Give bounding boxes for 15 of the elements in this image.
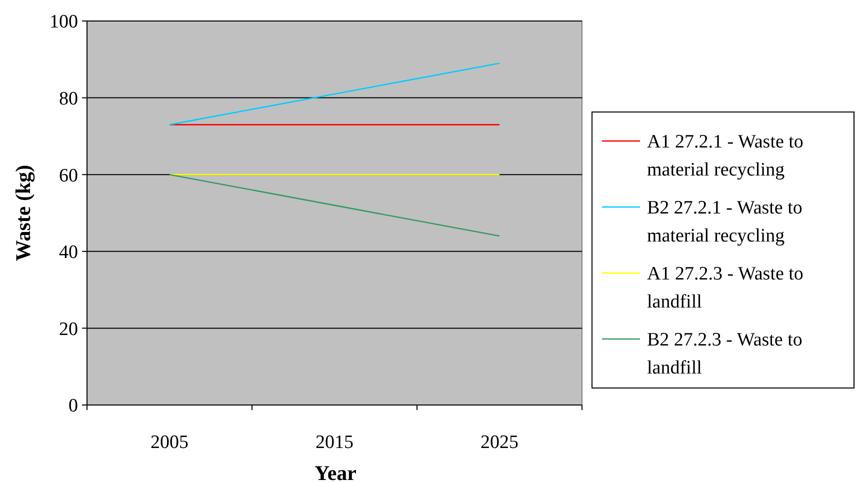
x-tick-label: 2005 — [150, 432, 188, 453]
y-tick-label: 80 — [59, 88, 78, 110]
y-tick-label: 60 — [59, 165, 78, 186]
y-tick-label: 40 — [59, 242, 78, 264]
legend-label: B2 27.2.1 - Waste to material recycling — [647, 198, 802, 247]
y-tick-label: 20 — [59, 318, 78, 340]
y-axis-title: Waste (kg) — [11, 164, 35, 262]
y-tick-label: 0 — [68, 396, 78, 417]
x-tick-label: 2015 — [316, 432, 354, 453]
legend-label: A1 27.2.3 - Waste to landfill — [647, 264, 804, 313]
legend-label: A1 27.2.1 - Waste to material recycling — [647, 132, 804, 181]
legend-label: B2 27.2.3 - Waste to landfill — [647, 330, 802, 379]
x-tick-label: 2025 — [480, 432, 518, 453]
x-axis-title: Year — [314, 461, 356, 483]
y-tick-label: 100 — [50, 12, 78, 33]
